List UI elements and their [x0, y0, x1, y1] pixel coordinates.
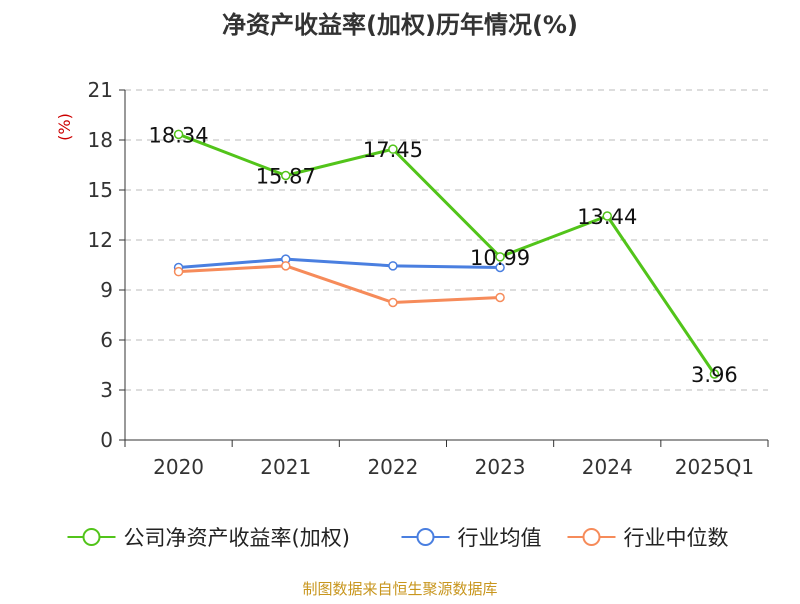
data-point	[388, 144, 398, 154]
series-line-1	[178, 257, 501, 269]
data-point	[388, 297, 398, 308]
data-point	[281, 261, 291, 271]
series-lines	[173, 129, 720, 379]
y-tick-label: 0	[100, 428, 113, 452]
data-label: 17.45	[363, 138, 423, 162]
legend-marker	[582, 528, 601, 546]
legend-item-2[interactable]: 行业中位数	[567, 526, 729, 550]
x-tick-label: 2021	[260, 455, 311, 479]
data-label: 3.96	[691, 363, 738, 387]
legend: 公司净资产收益率(加权) 行业均值 行业中位数	[67, 526, 729, 550]
x-tick-label: 2024	[582, 455, 633, 479]
y-tick-label: 18	[88, 128, 113, 152]
y-tick-label: 15	[88, 178, 113, 202]
data-point	[173, 266, 184, 277]
series-line-0	[178, 132, 716, 375]
data-point	[281, 170, 291, 181]
y-tick-label: 6	[100, 328, 113, 352]
data-point	[495, 262, 505, 273]
data-point	[709, 369, 720, 379]
y-tick-label: 3	[100, 378, 113, 402]
y-tick-label: 9	[100, 278, 113, 302]
data-label: 13.44	[577, 205, 637, 229]
legend-item-1[interactable]: 行业均值	[401, 526, 542, 550]
axes: 0 3 6 9 12 15 18 21 2020 2021 2022 2023 2024 2025Q1	[88, 78, 769, 479]
x-tick-label: 2025Q1	[675, 455, 754, 479]
data-point	[602, 211, 612, 221]
series-line-2	[178, 264, 501, 304]
y-tick-label: 21	[88, 78, 113, 102]
legend-marker	[416, 528, 435, 546]
chart-title: 净资产收益率(加权)历年情况(%)	[222, 11, 578, 39]
data-label: 10.99	[470, 246, 530, 270]
data-point	[388, 261, 398, 271]
data-label: 15.87	[256, 165, 316, 189]
legend-label: 公司净资产收益率(加权)	[124, 526, 350, 550]
legend-label: 行业中位数	[624, 526, 729, 550]
x-tick-label: 2020	[153, 455, 204, 479]
data-point	[495, 292, 505, 303]
y-tick-label: 12	[88, 228, 113, 252]
source-note: 制图数据来自恒生聚源数据库	[302, 580, 497, 598]
data-point	[495, 252, 505, 262]
gridlines	[125, 89, 768, 391]
x-tick-label: 2023	[475, 455, 526, 479]
data-label: 18.34	[149, 123, 209, 147]
legend-marker	[82, 528, 101, 546]
x-tick-label: 2022	[367, 455, 418, 479]
data-point	[173, 129, 184, 140]
legend-label: 行业均值	[458, 526, 542, 550]
y-axis-label: (%)	[55, 113, 74, 141]
data-labels: 18.34 15.87 17.45 10.99 13.44 3.96	[149, 123, 738, 387]
legend-item-0[interactable]: 公司净资产收益率(加权)	[67, 526, 350, 550]
